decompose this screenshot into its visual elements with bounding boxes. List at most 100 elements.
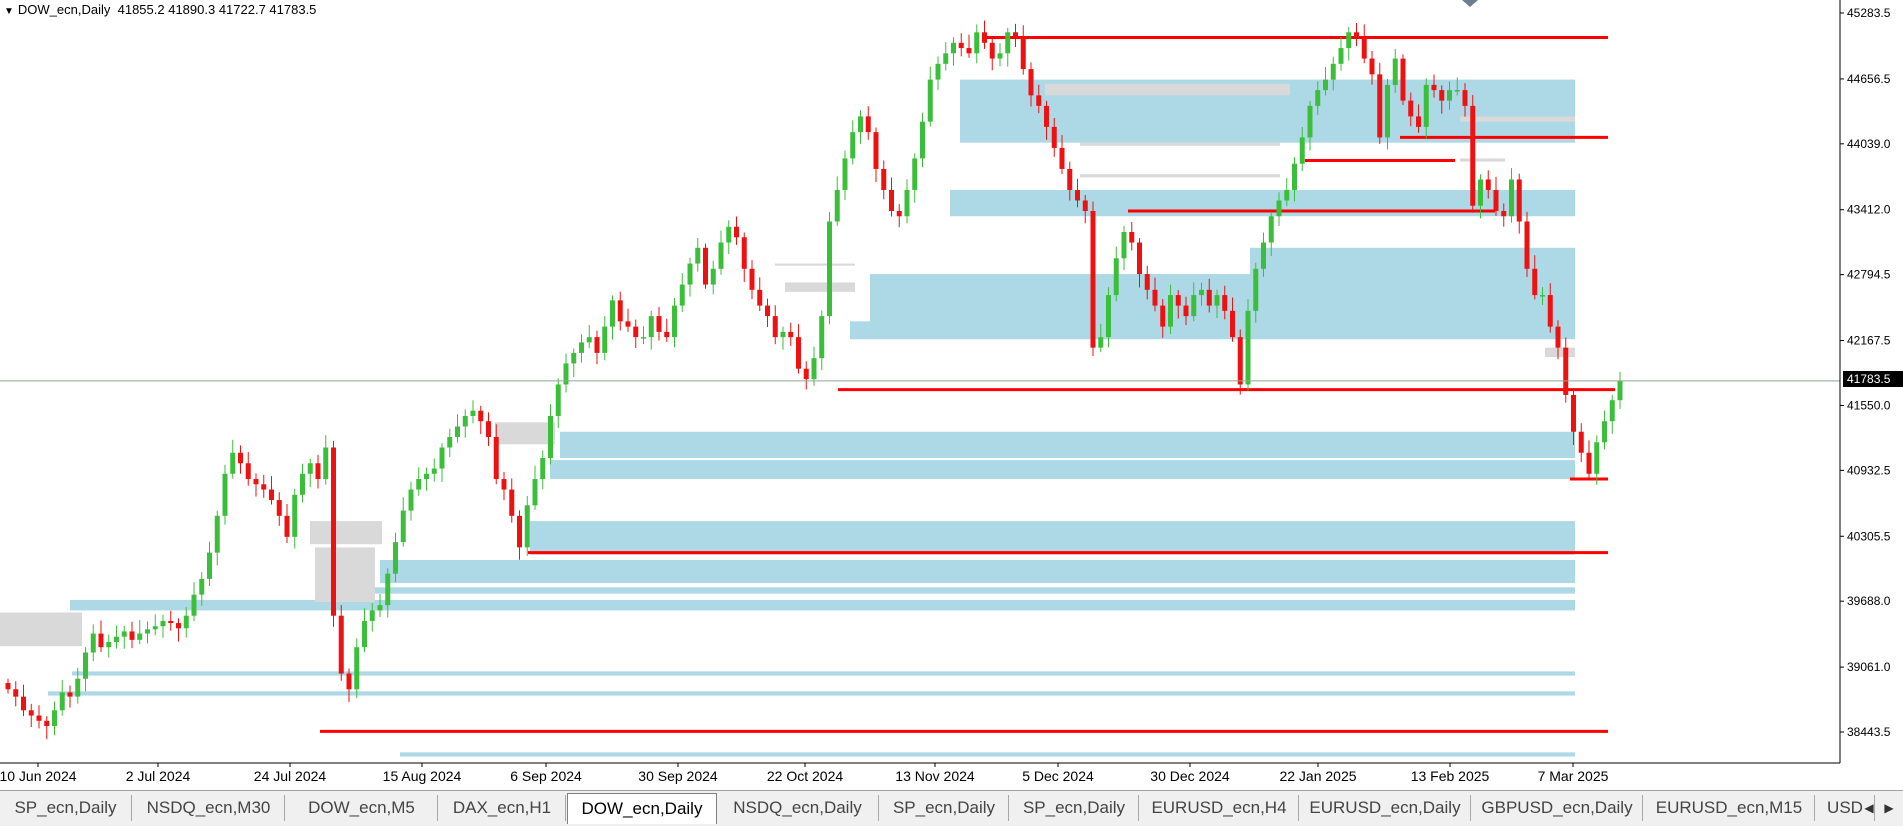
bear-candle (796, 337, 801, 369)
chart-area[interactable]: 45283.5 44656.5 44039.0 43412.0 42794.5 42167… (0, 0, 1903, 790)
chart-tab[interactable]: USD (1816, 795, 1875, 821)
bear-candle (1400, 58, 1406, 101)
bull-candle (579, 342, 584, 353)
zone-grey (785, 282, 855, 292)
y-tick-label: 40305.5 (1847, 529, 1891, 543)
y-tick-label: 39688.0 (1847, 594, 1891, 608)
bear-candle (958, 42, 964, 49)
bull-candle (1268, 216, 1274, 243)
chart-tab[interactable]: GBPUSD_ecn,Daily (1472, 795, 1643, 821)
chart-tab[interactable]: EURUSD_ecn,M15 (1644, 795, 1815, 821)
bull-candle (1276, 200, 1282, 217)
collapse-triangle-icon[interactable]: ▼ (4, 6, 14, 17)
scroll-marker-icon (1462, 0, 1478, 7)
bull-candle (540, 458, 546, 480)
bear-candle (803, 368, 809, 380)
bear-candle (873, 132, 879, 169)
bear-candle (1470, 105, 1476, 206)
chart-tab[interactable]: NSDQ_ecn,M30 (133, 795, 285, 821)
tab-scroll-right-icon[interactable]: ▶ (1884, 801, 1894, 815)
bear-candle (1571, 394, 1576, 432)
x-tick-label: 30 Sep 2024 (638, 768, 718, 784)
bull-candle (393, 542, 398, 574)
zone-blue (1250, 247, 1575, 296)
bull-candle (912, 158, 918, 190)
zone-grey (1460, 116, 1575, 122)
bull-candle (160, 620, 166, 627)
bear-candle (1408, 100, 1414, 117)
bull-candle (858, 116, 863, 133)
bear-candle (1431, 84, 1437, 91)
zone-blue (48, 691, 1575, 696)
bear-candle (1524, 221, 1530, 269)
chart-tab[interactable]: DAX_ecn,H1 (439, 795, 566, 821)
zone-grey (495, 422, 555, 445)
bull-candle (121, 631, 127, 637)
bull-candle (439, 447, 445, 469)
tab-scroll-left-icon[interactable]: ◀ (1864, 801, 1874, 815)
bull-candle (431, 468, 437, 474)
bull-candle (935, 63, 941, 80)
bear-candle (1175, 295, 1181, 306)
chart-tab[interactable]: NSDQ_ecn,Daily (717, 795, 879, 821)
bull-candle (943, 53, 949, 64)
bear-candle (501, 479, 507, 490)
zone-blue (70, 599, 1575, 611)
chart-tab[interactable]: EURUSD_ecn,H4 (1140, 795, 1299, 821)
bear-candle (982, 32, 987, 43)
bear-candle (1160, 305, 1166, 327)
bull-candle (152, 626, 158, 630)
bull-candle (586, 337, 592, 343)
bull-candle (323, 447, 329, 480)
zone-grey (1080, 174, 1280, 178)
x-tick-label: 7 Mar 2025 (1538, 768, 1609, 784)
chart-tab[interactable]: DOW_ecn,Daily (567, 793, 717, 824)
zone-grey (315, 547, 375, 603)
chart-header: ▼ DOW_ecn,Daily 41855.2 41890.3 41722.7 4… (4, 2, 316, 17)
x-tick-label: 24 Jul 2024 (254, 768, 327, 784)
bull-candle (1447, 90, 1452, 101)
bull-candle (695, 247, 701, 264)
zone-grey (0, 612, 82, 647)
chart-tab[interactable]: SP_ecn,Daily (0, 795, 132, 821)
bear-candle (1377, 74, 1383, 138)
bull-candle (369, 610, 375, 621)
bull-candle (1121, 232, 1127, 259)
bear-candle (13, 689, 19, 697)
bear-candle (1013, 32, 1018, 38)
y-tick-label: 42794.5 (1847, 268, 1891, 282)
y-tick-label: 44039.0 (1847, 137, 1891, 151)
bull-candle (1253, 268, 1259, 311)
price-chart[interactable]: 45283.5 44656.5 44039.0 43412.0 42794.5 42167… (0, 0, 1903, 790)
x-tick-label: 22 Jan 2025 (1279, 768, 1356, 784)
y-tick-label: 43412.0 (1847, 203, 1891, 217)
chart-tab[interactable]: EURUSD_ecn,Daily (1300, 795, 1471, 821)
bear-candle (1586, 452, 1592, 474)
bull-candle (106, 641, 112, 648)
bear-candle (1501, 210, 1507, 217)
chart-tab[interactable]: DOW_ecn,M5 (286, 795, 438, 821)
bull-candle (1478, 179, 1483, 206)
bull-candle (710, 268, 716, 285)
zone-blue (550, 460, 1575, 480)
y-tick-label: 45283.5 (1847, 6, 1891, 20)
bear-candle (1067, 168, 1073, 190)
bear-candle (509, 489, 515, 516)
zone-blue (1240, 305, 1575, 322)
x-tick-label: 5 Dec 2024 (1022, 768, 1094, 784)
bear-candle (44, 720, 50, 727)
bull-candle (1323, 79, 1328, 91)
x-tick-label: 6 Sep 2024 (510, 768, 582, 784)
bull-candle (408, 489, 414, 511)
current-price-tag: 41783.5 (1843, 371, 1903, 387)
bear-candle (749, 268, 755, 290)
bull-candle (819, 316, 825, 359)
bull-candle (307, 463, 313, 474)
zone-grey (1045, 83, 1290, 96)
bear-candle (346, 673, 352, 690)
chart-tab[interactable]: SP_ecn,Daily (880, 795, 1009, 821)
chart-tab[interactable]: SP_ecn,Daily (1010, 795, 1139, 821)
bear-candle (1485, 179, 1491, 190)
bear-candle (617, 300, 623, 322)
bull-candle (610, 300, 615, 327)
